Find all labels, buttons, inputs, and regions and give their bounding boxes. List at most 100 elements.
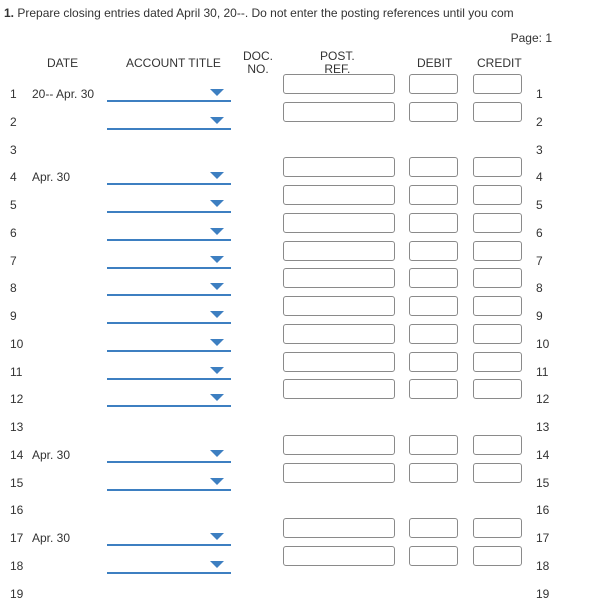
account-title-dropdown[interactable] [107,447,231,463]
post-ref-input[interactable] [283,212,395,233]
line-number-right: 12 [536,392,550,407]
credit-input[interactable] [473,240,522,261]
credit-input[interactable] [473,518,522,538]
account-title-dropdown[interactable] [107,280,231,297]
entry-date: Apr. 30 [32,170,71,185]
page-label: Page: 1 [510,31,552,45]
post-ref-input[interactable] [283,74,395,94]
debit-input[interactable] [409,323,458,344]
post-ref-input[interactable] [283,268,395,289]
debit-input[interactable] [409,462,458,483]
account-title-dropdown[interactable] [107,308,231,324]
account-title-dropdown[interactable] [107,558,231,574]
account-title-dropdown[interactable] [107,391,231,408]
line-number-right: 17 [536,531,550,545]
debit-input[interactable] [409,157,458,178]
account-title-dropdown[interactable] [107,114,231,130]
journal-row: 12 12 [0,379,596,419]
post-ref-input[interactable] [283,518,395,538]
post-ref-input[interactable] [283,323,395,344]
dropdown-arrow-icon[interactable] [210,533,224,540]
line-number-right: 15 [536,475,550,490]
dropdown-arrow-icon[interactable] [210,311,224,318]
line-number: 10 [10,336,24,351]
line-number-right: 7 [536,253,543,268]
journal-row: 4 Apr. 30 4 [0,157,596,197]
credit-input[interactable] [473,351,522,372]
dropdown-arrow-icon[interactable] [210,227,224,235]
dropdown-arrow-icon[interactable] [210,338,224,346]
line-number: 13 [10,420,24,434]
account-title-dropdown[interactable] [107,336,231,352]
credit-input[interactable] [473,185,522,205]
dropdown-arrow-icon[interactable] [210,255,224,263]
account-title-dropdown[interactable] [107,364,231,380]
credit-input[interactable] [473,323,522,344]
instruction-number: 1. [4,6,15,20]
credit-input[interactable] [473,296,522,316]
debit-input[interactable] [409,351,458,372]
line-number-right: 10 [536,336,550,351]
account-title-dropdown[interactable] [107,475,231,491]
post-ref-input[interactable] [283,101,395,122]
credit-input[interactable] [473,545,522,566]
line-number-right: 1 [536,87,543,101]
dropdown-arrow-icon[interactable] [210,366,224,374]
post-ref-input[interactable] [283,351,395,372]
debit-input[interactable] [409,101,458,122]
credit-input[interactable] [473,462,522,483]
dropdown-arrow-icon[interactable] [210,283,224,291]
credit-input[interactable] [473,434,522,455]
dropdown-arrow-icon[interactable] [210,200,224,207]
debit-input[interactable] [409,545,458,566]
journal-row: 15 15 [0,462,596,503]
post-ref-input[interactable] [283,157,395,178]
line-number: 5 [10,198,17,212]
post-ref-input[interactable] [283,379,395,400]
credit-input[interactable] [473,74,522,94]
debit-input[interactable] [409,240,458,261]
header-post-ref-line2: REF. [324,62,351,76]
account-title-dropdown[interactable] [107,253,231,269]
debit-input[interactable] [409,185,458,205]
account-title-dropdown[interactable] [107,225,231,241]
post-ref-input[interactable] [283,434,395,455]
entry-date: Apr. 30 [32,531,71,545]
dropdown-arrow-icon[interactable] [210,449,224,457]
dropdown-arrow-icon[interactable] [210,394,224,402]
credit-input[interactable] [473,268,522,289]
debit-input[interactable] [409,379,458,400]
debit-input[interactable] [409,74,458,94]
line-number-right: 9 [536,309,543,323]
debit-input[interactable] [409,212,458,233]
debit-input[interactable] [409,296,458,316]
dropdown-arrow-icon[interactable] [210,477,224,485]
post-ref-input[interactable] [283,185,395,205]
journal-row: 11 11 [0,351,596,392]
entry-date: 20-- Apr. 30 [32,87,95,101]
account-title-dropdown[interactable] [107,169,231,186]
account-title-dropdown[interactable] [107,86,231,102]
dropdown-arrow-icon[interactable] [210,560,224,568]
account-title-dropdown[interactable] [107,197,231,213]
post-ref-input[interactable] [283,240,395,261]
debit-input[interactable] [409,518,458,538]
dropdown-arrow-icon[interactable] [210,116,224,124]
debit-input[interactable] [409,268,458,289]
dropdown-arrow-icon[interactable] [210,89,224,96]
line-number-right: 5 [536,198,543,212]
post-ref-input[interactable] [283,545,395,566]
header-post-ref: POST. REF. [320,50,355,76]
post-ref-input[interactable] [283,462,395,483]
credit-input[interactable] [473,379,522,400]
credit-input[interactable] [473,212,522,233]
credit-input[interactable] [473,157,522,178]
credit-input[interactable] [473,101,522,122]
debit-input[interactable] [409,434,458,455]
account-title-dropdown[interactable] [107,530,231,546]
dropdown-arrow-icon[interactable] [210,172,224,180]
line-number-right: 6 [536,225,543,240]
post-ref-input[interactable] [283,296,395,316]
